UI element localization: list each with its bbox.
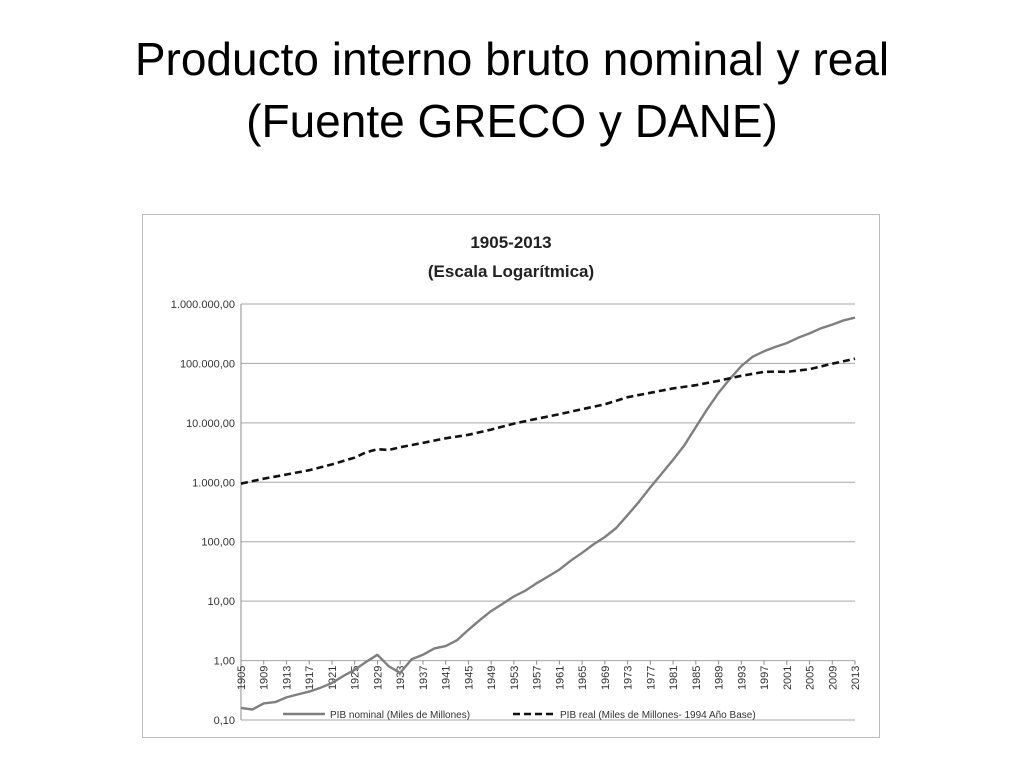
x-tick-label: 1961 <box>554 666 566 690</box>
slide-title-line-2: (Fuente GRECO y DANE) <box>246 95 778 147</box>
x-tick-label: 2009 <box>827 666 839 690</box>
y-axis-ticks: 0,10 1,00 10,00 100,00 1.000,00 10.000,00 100.… <box>171 299 235 727</box>
chart-subtitle: (Escala Logarítmica) <box>428 262 594 281</box>
x-tick-label: 1949 <box>486 666 498 690</box>
x-axis-ticks: 1905 1909 1913 1917 1921 1925 1929 1933 1937 1941… <box>236 660 862 690</box>
x-tick-label: 1957 <box>532 666 544 690</box>
x-tick-label: 1981 <box>668 666 680 690</box>
x-tick-label: 1909 <box>259 666 271 690</box>
x-tick-label: 1905 <box>236 666 248 690</box>
x-tick-label: 1965 <box>577 666 589 690</box>
chart-svg: 1905-2013 (Escala Logarítmica) 0,101,001… <box>171 233 862 727</box>
x-tick-label: 1989 <box>714 666 726 690</box>
x-tick-label: 1985 <box>691 666 703 690</box>
x-tick-label: 1973 <box>623 666 635 690</box>
y-tick-label: 10.000,00 <box>186 418 235 430</box>
series-layer <box>240 316 856 711</box>
y-tick-label: 1,00 <box>214 656 235 668</box>
x-tick-label: 2001 <box>782 666 794 690</box>
x-tick-label: 1913 <box>281 666 293 690</box>
y-tick-label: 100,00 <box>201 537 235 549</box>
x-tick-label: 1977 <box>645 666 657 690</box>
x-tick-label: 1929 <box>372 666 384 690</box>
x-tick-label: 2005 <box>805 666 817 690</box>
legend: PIB nominal (Miles de Millones) PIB real… <box>283 710 756 721</box>
slide-title-line-1: Producto interno bruto nominal y real <box>134 33 890 85</box>
grid-lines <box>240 303 855 721</box>
y-tick-label: 100.000,00 <box>180 358 235 370</box>
x-tick-label: 2013 <box>850 666 862 690</box>
y-tick-label: 10,00 <box>207 596 235 608</box>
x-tick-label: 1917 <box>304 666 316 690</box>
series-line-pib-real <box>240 357 856 485</box>
y-tick-label: 0,10 <box>214 715 235 727</box>
x-tick-label: 1937 <box>418 666 430 690</box>
series-line-pib-nominal <box>240 316 856 711</box>
x-tick-label: 1933 <box>395 666 407 690</box>
slide-title: Producto interno bruto nominal y real (F… <box>0 28 1024 152</box>
x-tick-label: 1945 <box>463 666 475 690</box>
x-tick-label: 1997 <box>759 666 771 690</box>
x-tick-label: 1941 <box>441 666 453 690</box>
x-tick-label: 1953 <box>509 666 521 690</box>
chart-container: 1905-2013 (Escala Logarítmica) 0,10 1,00 1… <box>142 214 880 738</box>
legend-label-real: PIB real (Miles de Millones- 1994 Año Ba… <box>560 710 756 721</box>
y-tick-label: 1.000.000,00 <box>171 299 235 311</box>
y-tick-label: 1.000,00 <box>192 477 235 489</box>
x-tick-label: 1969 <box>600 666 612 690</box>
x-tick-label: 1921 <box>327 666 339 690</box>
x-tick-label: 1993 <box>736 666 748 690</box>
legend-label-nominal: PIB nominal (Miles de Millones) <box>330 710 470 721</box>
chart-title: 1905-2013 <box>470 233 551 252</box>
